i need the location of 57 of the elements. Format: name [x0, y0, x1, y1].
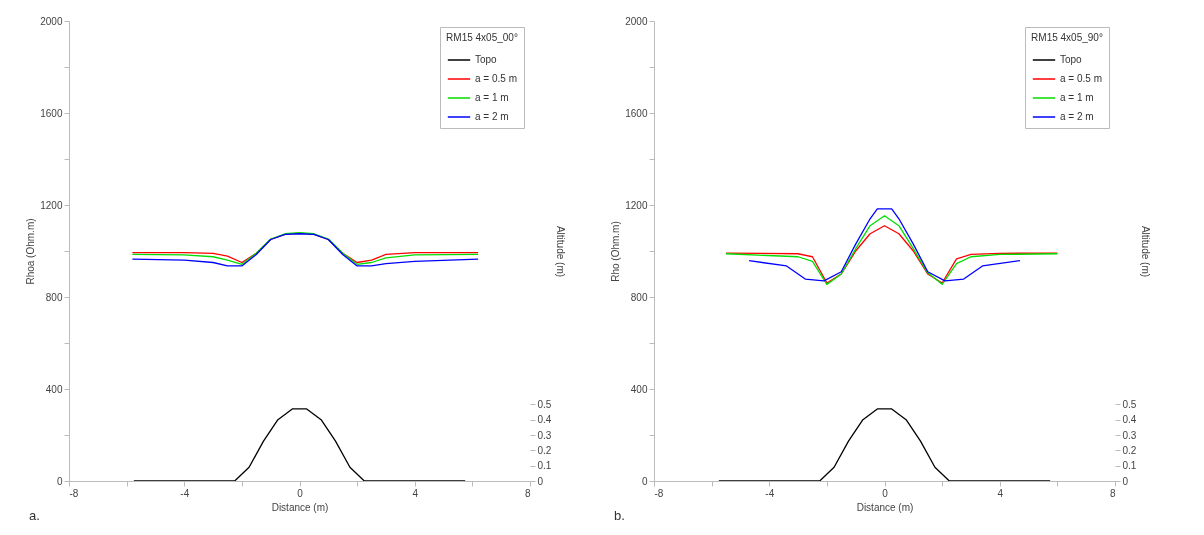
legend-label: Topo	[475, 54, 498, 65]
line-series	[725, 225, 1059, 284]
x-tick-label: -8	[69, 487, 79, 499]
y-tick-label: 2000	[40, 15, 63, 27]
y-tick-label: 0	[56, 475, 63, 487]
y2-tick-label: 0.2	[1122, 444, 1137, 456]
legend-label: a = 2 m	[475, 111, 509, 122]
legend-label: Topo	[1060, 54, 1083, 65]
legend-label: a = 2 m	[1060, 111, 1094, 122]
legend-label: a = 0.5 m	[475, 73, 517, 84]
x-tick-label: 0	[882, 487, 889, 499]
y2-tick-label: 0.1	[1122, 460, 1137, 472]
x-axis-title: Distance (m)	[856, 501, 914, 513]
y-tick-label: 1600	[40, 107, 63, 119]
y2-tick-label: 0.3	[537, 429, 552, 441]
legend-title: RM15 4x05_90°	[1031, 32, 1103, 43]
text: a.	[29, 508, 40, 523]
y-tick-label: 0	[641, 475, 648, 487]
y-tick-label: 2000	[625, 15, 648, 27]
y-axis-title: Rhoa (Ohm.m)	[25, 218, 37, 285]
line-series	[725, 215, 1059, 285]
x-tick-label: 4	[412, 487, 419, 499]
x-tick-label: 4	[997, 487, 1004, 499]
y2-tick-label: 0	[537, 475, 544, 487]
x-tick-label: 8	[524, 487, 531, 499]
line-series	[133, 408, 466, 481]
y2-tick-label: 0.2	[537, 444, 552, 456]
y-tick-label: 1200	[40, 199, 63, 211]
y-tick-label: 400	[630, 383, 648, 395]
y-tick-label: 800	[630, 291, 648, 303]
y2-tick-label: 0	[1122, 475, 1129, 487]
y2-axis-title: Altitude (m)	[555, 225, 567, 278]
y2-axis-title: Altitude (m)	[1140, 225, 1152, 278]
line-series	[748, 208, 1021, 282]
x-axis-title: Distance (m)	[271, 501, 329, 513]
x-tick-label: -8	[654, 487, 664, 499]
x-tick-label: 8	[1109, 487, 1116, 499]
legend-title: RM15 4x05_00°	[446, 32, 518, 43]
y2-tick-label: 0.5	[1122, 398, 1137, 410]
y-axis-title: Rho (Ohm.m)	[610, 221, 622, 282]
legend-label: a = 1 m	[475, 92, 509, 103]
y2-tick-label: 0.4	[1122, 414, 1137, 426]
y-tick-label: 800	[45, 291, 63, 303]
y2-tick-label: 0.3	[1122, 429, 1137, 441]
y-tick-label: 1200	[625, 199, 648, 211]
y-tick-label: 1600	[625, 107, 648, 119]
y2-tick-label: 0.5	[537, 398, 552, 410]
y2-tick-label: 0.4	[537, 414, 552, 426]
legend-label: a = 0.5 m	[1060, 73, 1102, 84]
y-tick-label: 400	[45, 383, 63, 395]
x-tick-label: -4	[765, 487, 775, 499]
line-series	[718, 408, 1051, 481]
legend-label: a = 1 m	[1060, 92, 1094, 103]
x-tick-label: -4	[180, 487, 190, 499]
y2-tick-label: 0.1	[537, 460, 552, 472]
x-tick-label: 0	[297, 487, 304, 499]
text: b.	[614, 508, 625, 523]
